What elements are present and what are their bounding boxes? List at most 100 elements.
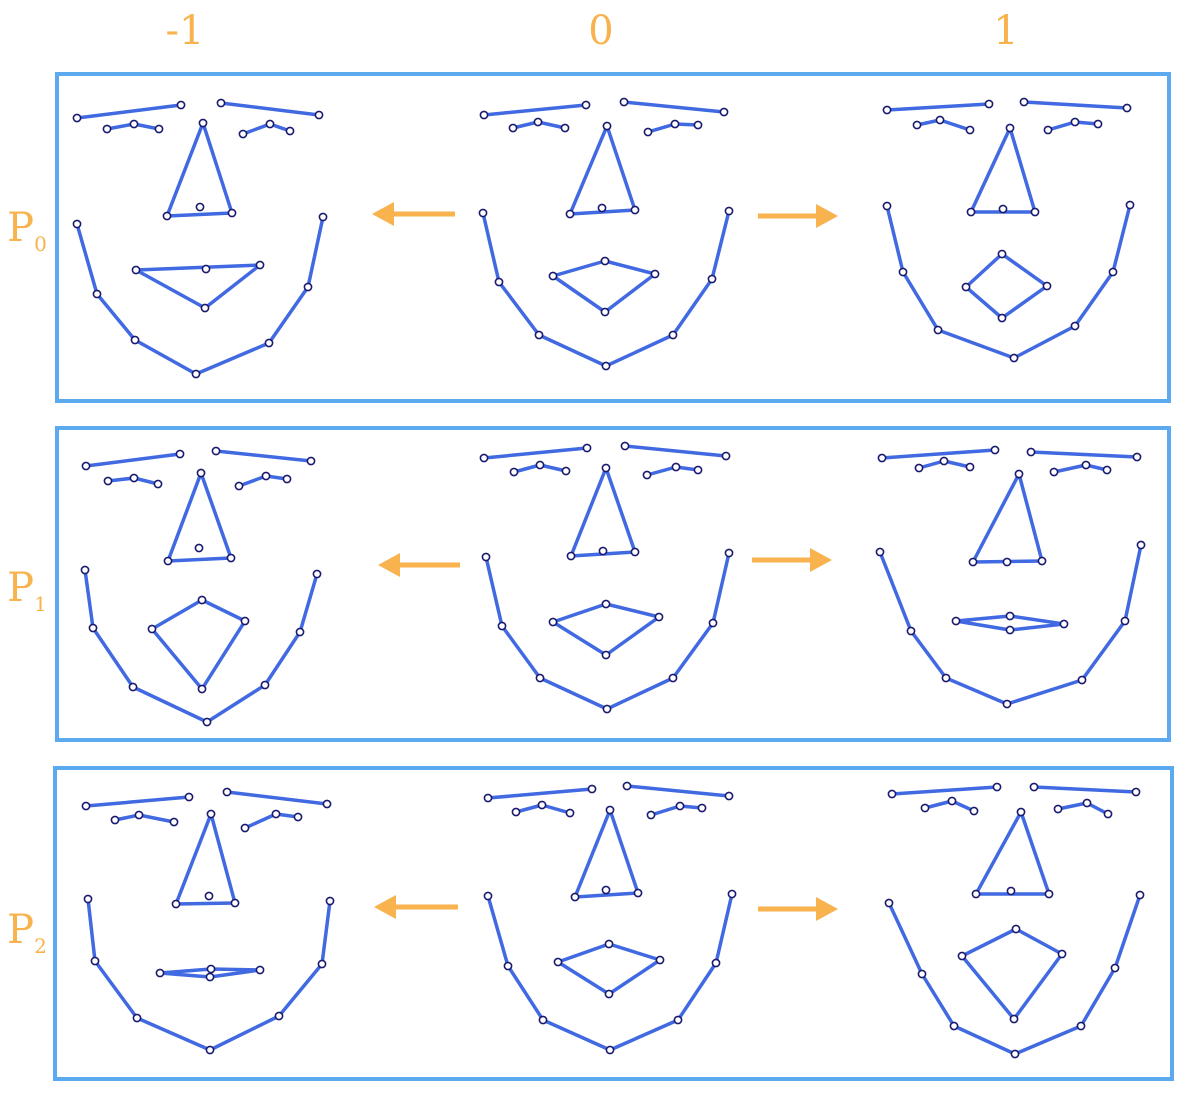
left-eyebrow-line xyxy=(86,454,180,466)
mouth-landmark xyxy=(148,625,155,632)
jaw-landmark xyxy=(296,628,303,635)
jaw-landmark xyxy=(536,674,543,681)
eyebrow-landmark xyxy=(185,793,192,800)
nose-outline xyxy=(176,814,235,904)
mouth-landmark xyxy=(998,250,1005,257)
jaw-landmark xyxy=(133,1014,140,1021)
eye-landmark xyxy=(155,125,162,132)
eye-landmark xyxy=(1044,126,1051,133)
eye-landmark xyxy=(698,804,705,811)
eyebrow-landmark xyxy=(623,782,630,789)
eye-landmark xyxy=(1050,468,1057,475)
jaw-landmark xyxy=(129,683,136,690)
jaw-landmark xyxy=(206,1046,213,1053)
nose-landmark xyxy=(227,554,234,561)
jaw-landmark xyxy=(81,566,88,573)
face-figure-r1-c1 xyxy=(480,442,732,712)
eye-landmark xyxy=(672,463,679,470)
nose-landmark xyxy=(205,892,212,899)
nose-landmark xyxy=(603,122,610,129)
jaw-landmark xyxy=(708,275,715,282)
jaw-landmark xyxy=(265,339,272,346)
mouth-outline xyxy=(136,265,260,308)
jaw-landmark xyxy=(203,718,210,725)
nose-landmark xyxy=(598,204,605,211)
mouth-outline xyxy=(152,600,245,689)
nose-landmark xyxy=(196,203,203,210)
jaw-landmark xyxy=(498,622,505,629)
eyebrow-landmark xyxy=(878,454,885,461)
eye-landmark xyxy=(1104,810,1111,817)
jaw-landmark xyxy=(669,674,676,681)
nose-landmark xyxy=(1038,557,1045,564)
eyebrow-landmark xyxy=(985,100,992,107)
eye-landmark xyxy=(104,477,111,484)
jaw-landmark xyxy=(261,681,268,688)
eye-landmark xyxy=(135,811,142,818)
eye-landmark xyxy=(239,130,246,137)
nose-landmark xyxy=(602,464,609,471)
eye-landmark xyxy=(676,802,683,809)
face-figure-r2-c0 xyxy=(82,788,333,1053)
eye-landmark xyxy=(1082,461,1089,468)
left-eyebrow-line xyxy=(887,104,989,110)
eye-landmark xyxy=(103,125,110,132)
right-eye-line xyxy=(245,814,298,828)
nose-landmark xyxy=(967,208,974,215)
eye-landmark xyxy=(644,128,651,135)
mouth-landmark xyxy=(651,270,658,277)
jaw-landmark xyxy=(539,1016,546,1023)
eyebrow-landmark xyxy=(484,794,491,801)
jaw-line xyxy=(889,895,1140,1054)
nose-outline xyxy=(570,126,635,214)
jaw-line xyxy=(483,211,729,366)
nose-landmark xyxy=(571,893,578,900)
eyebrow-landmark xyxy=(307,457,314,464)
eyebrow-landmark xyxy=(993,783,1000,790)
eyebrow-landmark xyxy=(82,462,89,469)
mouth-outline xyxy=(966,254,1047,318)
eyebrow-landmark xyxy=(1030,783,1037,790)
face-figure-r1-c2 xyxy=(876,446,1144,707)
jaw-landmark xyxy=(885,899,892,906)
jaw-landmark xyxy=(131,336,138,343)
eye-landmark xyxy=(538,801,545,808)
eye-landmark xyxy=(266,120,273,127)
mouth-landmark xyxy=(206,973,213,980)
nose-landmark xyxy=(1006,124,1013,131)
mouth-landmark xyxy=(241,617,248,624)
left-eyebrow-line xyxy=(86,797,189,806)
jaw-landmark xyxy=(479,209,486,216)
mouth-landmark xyxy=(1010,1015,1017,1022)
eye-landmark xyxy=(936,116,943,123)
mouth-landmark xyxy=(256,261,263,268)
jaw-landmark xyxy=(725,207,732,214)
jaw-landmark xyxy=(674,1016,681,1023)
mouth-landmark xyxy=(602,651,609,658)
eye-landmark xyxy=(272,810,279,817)
eyebrow-landmark xyxy=(582,101,589,108)
nose-landmark xyxy=(1003,558,1010,565)
nose-landmark xyxy=(634,889,641,896)
eyebrow-landmark xyxy=(583,444,590,451)
nose-landmark xyxy=(207,810,214,817)
eyebrow-landmark xyxy=(888,790,895,797)
nose-landmark xyxy=(231,899,238,906)
eyebrow-landmark xyxy=(725,792,732,799)
arrow-head xyxy=(372,202,394,226)
jaw-landmark xyxy=(1078,676,1085,683)
eyebrow-landmark xyxy=(82,802,89,809)
jaw-landmark xyxy=(319,213,326,220)
jaw-landmark xyxy=(1111,964,1118,971)
nose-landmark xyxy=(1045,890,1052,897)
eye-landmark xyxy=(921,804,928,811)
eyebrow-landmark xyxy=(620,98,627,105)
jaw-landmark xyxy=(603,705,610,712)
nose-landmark xyxy=(631,206,638,213)
eye-landmark xyxy=(647,811,654,818)
jaw-line xyxy=(887,205,1130,358)
right-eyebrow-line xyxy=(1031,452,1137,457)
eye-landmark xyxy=(235,482,242,489)
jaw-landmark xyxy=(712,959,719,966)
